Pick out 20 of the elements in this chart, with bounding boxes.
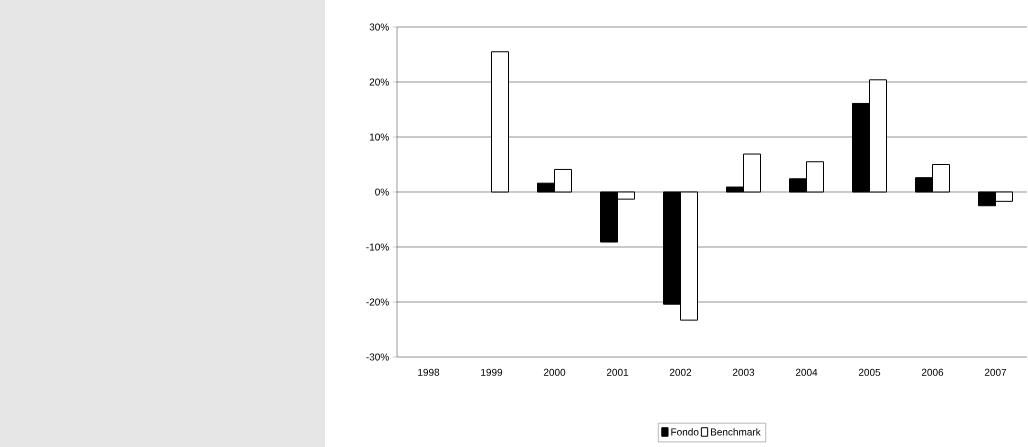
x-tick-label: 2005: [858, 368, 881, 376]
legend-label: Fondo: [671, 428, 699, 436]
y-tick-label: 30%: [369, 23, 389, 31]
x-tick-label: 1998: [418, 368, 440, 376]
y-tick-label: 20%: [369, 78, 389, 86]
x-tick-label: 2004: [795, 368, 818, 376]
x-tick-label: 2001: [606, 368, 629, 376]
x-tick-label: 2003: [732, 368, 755, 376]
x-tick-label: 2006: [921, 368, 944, 376]
y-tick-label: -20%: [366, 298, 389, 306]
x-tick-label: 1999: [481, 368, 503, 376]
y-tick-label: -30%: [366, 353, 389, 361]
bar: [491, 51, 510, 193]
legend-label: Benchmark: [710, 428, 761, 436]
y-tick-label: -10%: [366, 243, 389, 251]
x-tick-label: 2007: [984, 368, 1007, 376]
y-tick-label: 0%: [375, 188, 389, 196]
y-tick-label: 10%: [369, 133, 389, 141]
x-tick-label: 2002: [669, 368, 692, 376]
x-tick-label: 2000: [543, 368, 566, 376]
